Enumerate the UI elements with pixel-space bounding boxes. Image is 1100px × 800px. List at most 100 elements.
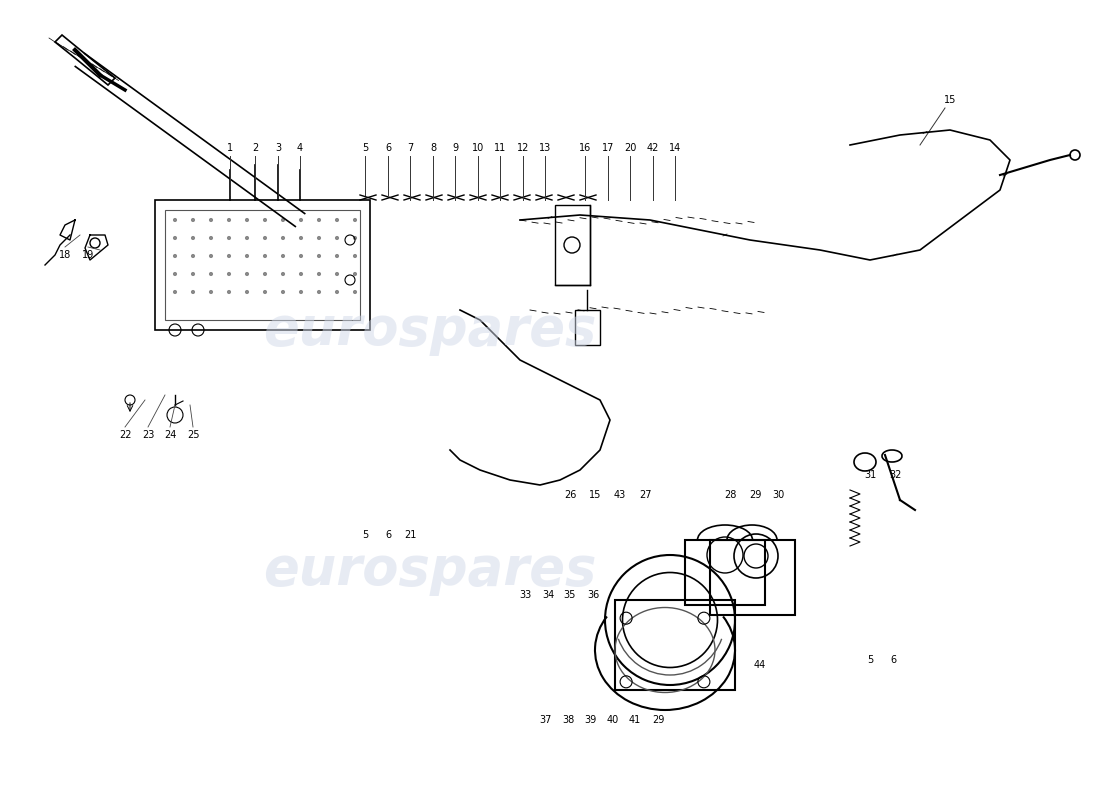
Circle shape: [264, 290, 266, 294]
Circle shape: [336, 254, 339, 258]
Text: 23: 23: [142, 430, 154, 440]
Circle shape: [191, 254, 195, 258]
Circle shape: [299, 290, 303, 294]
Circle shape: [209, 218, 212, 222]
Text: 6: 6: [385, 530, 392, 540]
Bar: [155, 200, 370, 330]
Circle shape: [318, 273, 320, 275]
Circle shape: [336, 290, 339, 294]
Circle shape: [264, 273, 266, 275]
Bar: [575, 310, 600, 345]
Circle shape: [282, 273, 285, 275]
Text: 41: 41: [629, 715, 641, 725]
Text: 40: 40: [607, 715, 619, 725]
Text: 42: 42: [647, 143, 659, 153]
Circle shape: [228, 218, 231, 222]
Text: 12: 12: [517, 143, 529, 153]
Circle shape: [336, 218, 339, 222]
Text: 30: 30: [772, 490, 784, 500]
Text: 21: 21: [404, 530, 416, 540]
Circle shape: [318, 237, 320, 239]
Bar: [165, 210, 360, 320]
Circle shape: [209, 290, 212, 294]
Bar: [556, 205, 590, 285]
Text: 26: 26: [564, 490, 576, 500]
Text: 15: 15: [588, 490, 602, 500]
Circle shape: [245, 218, 249, 222]
Circle shape: [353, 218, 356, 222]
Text: 24: 24: [164, 430, 176, 440]
Text: 5: 5: [362, 143, 369, 153]
Bar: [615, 600, 735, 690]
Text: 33: 33: [519, 590, 531, 600]
Circle shape: [191, 273, 195, 275]
Bar: [710, 540, 795, 615]
Text: eurospares: eurospares: [263, 544, 596, 596]
Circle shape: [245, 237, 249, 239]
Circle shape: [228, 290, 231, 294]
Circle shape: [209, 273, 212, 275]
Text: 44: 44: [754, 660, 766, 670]
Text: 32: 32: [889, 470, 901, 480]
Text: eurospares: eurospares: [263, 304, 596, 356]
Text: 20: 20: [624, 143, 636, 153]
Text: 31: 31: [864, 470, 876, 480]
Text: 6: 6: [890, 655, 896, 665]
Bar: [685, 540, 764, 605]
Circle shape: [264, 254, 266, 258]
Circle shape: [353, 273, 356, 275]
Circle shape: [191, 237, 195, 239]
Text: 19: 19: [81, 250, 95, 260]
Circle shape: [336, 237, 339, 239]
Text: 38: 38: [562, 715, 574, 725]
Text: 34: 34: [542, 590, 554, 600]
Text: 2: 2: [252, 143, 258, 153]
Circle shape: [318, 218, 320, 222]
Circle shape: [174, 237, 176, 239]
Text: 3: 3: [275, 143, 282, 153]
Circle shape: [209, 254, 212, 258]
Circle shape: [299, 254, 303, 258]
Circle shape: [299, 237, 303, 239]
Text: 39: 39: [584, 715, 596, 725]
Text: 36: 36: [587, 590, 600, 600]
Text: 14: 14: [669, 143, 681, 153]
Circle shape: [299, 218, 303, 222]
Circle shape: [318, 290, 320, 294]
Circle shape: [336, 273, 339, 275]
Text: 25: 25: [187, 430, 199, 440]
Circle shape: [353, 237, 356, 239]
Text: 1: 1: [227, 143, 233, 153]
Circle shape: [299, 273, 303, 275]
Circle shape: [228, 237, 231, 239]
Text: 10: 10: [472, 143, 484, 153]
Text: 7: 7: [407, 143, 414, 153]
Text: 37: 37: [539, 715, 551, 725]
Text: 11: 11: [494, 143, 506, 153]
Circle shape: [264, 237, 266, 239]
Text: 5: 5: [867, 655, 873, 665]
Text: 13: 13: [539, 143, 551, 153]
Circle shape: [245, 273, 249, 275]
Circle shape: [245, 254, 249, 258]
Circle shape: [209, 237, 212, 239]
Circle shape: [228, 273, 231, 275]
Circle shape: [191, 218, 195, 222]
Circle shape: [353, 254, 356, 258]
Text: 16: 16: [579, 143, 591, 153]
Text: 18: 18: [59, 250, 72, 260]
Text: 22: 22: [119, 430, 131, 440]
Text: 28: 28: [724, 490, 736, 500]
Circle shape: [282, 290, 285, 294]
Circle shape: [282, 218, 285, 222]
Circle shape: [174, 290, 176, 294]
Circle shape: [174, 254, 176, 258]
Circle shape: [264, 218, 266, 222]
Circle shape: [228, 254, 231, 258]
Text: 29: 29: [749, 490, 761, 500]
Text: 17: 17: [602, 143, 614, 153]
Text: 27: 27: [639, 490, 651, 500]
Circle shape: [191, 290, 195, 294]
Text: 35: 35: [564, 590, 576, 600]
Text: 9: 9: [452, 143, 458, 153]
